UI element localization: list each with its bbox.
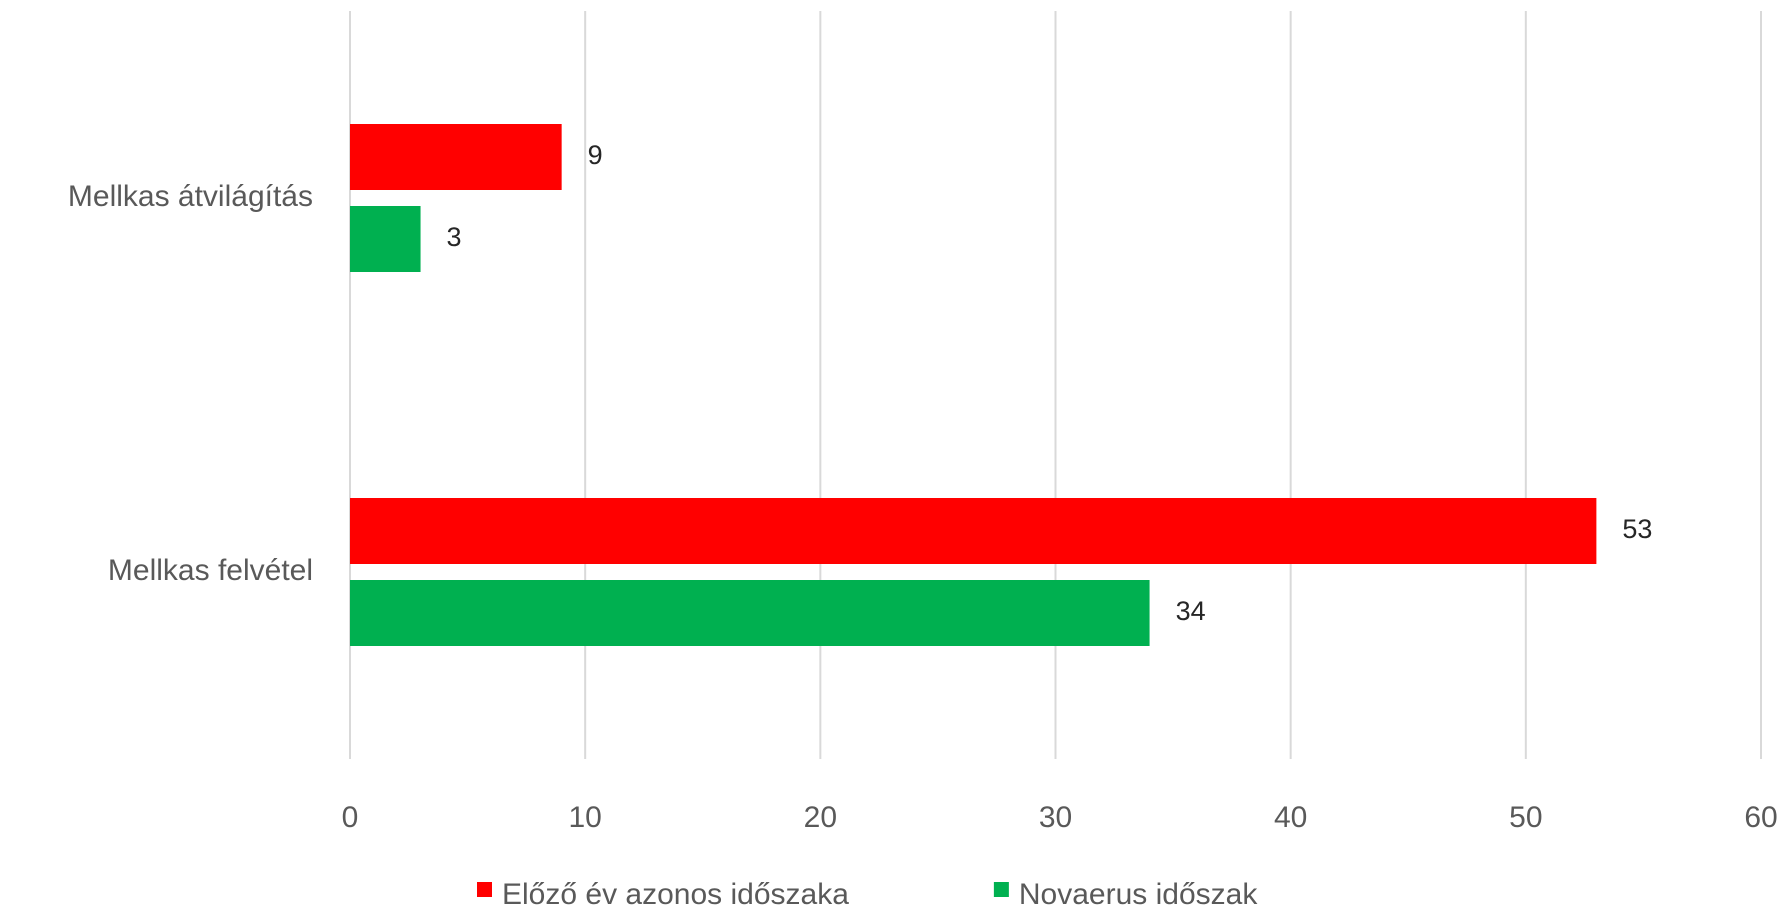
legend-swatch: [477, 882, 492, 897]
y-tick-label: Mellkas átvilágítás: [68, 180, 313, 213]
data-label: 53: [1622, 514, 1652, 544]
bar: [350, 580, 1150, 646]
legend-label: Előző év azonos időszaka: [502, 878, 849, 911]
x-tick-label: 60: [1744, 801, 1777, 834]
legend-swatch: [993, 882, 1009, 897]
data-label: 34: [1176, 596, 1206, 626]
data-label: 3: [447, 222, 462, 252]
legend-label: Novaerus időszak: [1019, 878, 1258, 911]
x-tick-label: 40: [1274, 801, 1307, 834]
x-tick-label: 20: [804, 801, 837, 834]
bar: [350, 206, 421, 272]
x-tick-label: 30: [1039, 801, 1072, 834]
data-label: 9: [588, 140, 603, 170]
x-tick-label: 50: [1509, 801, 1542, 834]
y-tick-label: Mellkas felvétel: [108, 554, 313, 587]
bar: [350, 124, 562, 190]
bar: [350, 498, 1597, 564]
x-tick-label: 10: [568, 801, 601, 834]
x-tick-label: 0: [342, 801, 359, 834]
